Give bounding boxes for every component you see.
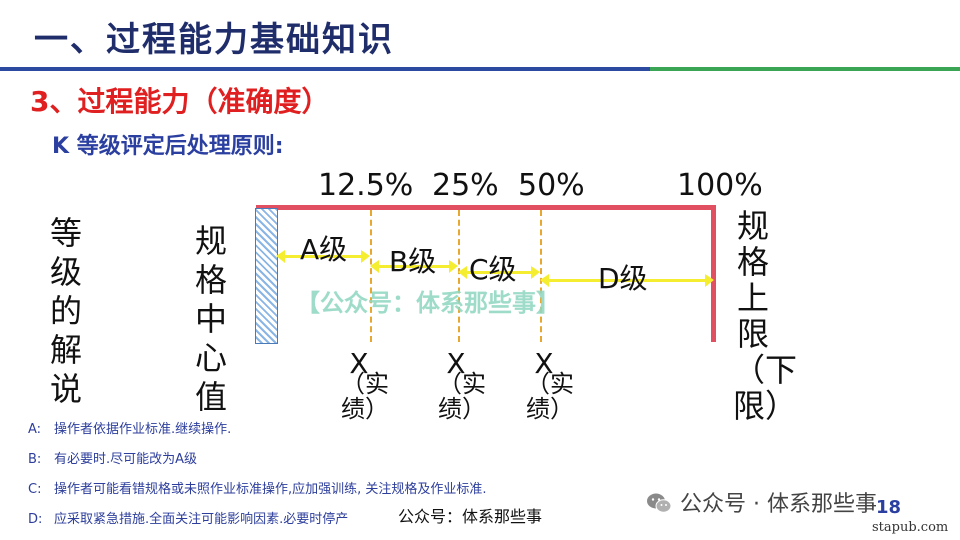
wechat-icon [646, 492, 672, 514]
x-label-3: X [534, 347, 554, 380]
x-sub-label-2: （实绩） [438, 370, 486, 423]
grade-b-arrow [370, 260, 458, 273]
wechat-account-label: 公众号 · 体系那些事 [680, 492, 877, 517]
percent-label-12-5: 12.5% [318, 168, 414, 203]
subtitle: K 等级评定后处理原则: [52, 134, 284, 159]
note-d-key: D: [28, 512, 43, 527]
grade-explanation-label: 等级的解说 [49, 214, 82, 408]
percent-label-50: 50% [518, 168, 585, 203]
grade-b-label: B级 [389, 245, 437, 278]
page-number: 18 [876, 497, 902, 518]
note-c-key: C: [28, 482, 42, 497]
footer-watermark: 公众号：体系那些事 [398, 507, 543, 526]
site-watermark: stapub.com [872, 520, 949, 535]
percent-label-100: 100% [677, 168, 763, 203]
x-sub-label-1: （实绩） [341, 370, 389, 423]
note-c-text: 操作者可能看错规格或未照作业标准操作,应加强训练, 关注规格及作业标准. [54, 482, 487, 497]
title-underline-green [650, 67, 960, 71]
note-d-text: 应采取紧急措施.全面关注可能影响因素.必要时停产 [54, 512, 349, 527]
diagram-watermark: 【公众号：体系那些事】 [296, 289, 560, 317]
wechat-account: 公众号 · 体系那些事 [646, 486, 877, 518]
note-a-key: A: [28, 422, 42, 437]
note-b: B: 有必要时.尽可能改为A级 [28, 448, 197, 467]
grade-a-arrow [276, 250, 370, 263]
percent-label-25: 25% [432, 168, 499, 203]
x-sub-label-3: （实绩） [526, 370, 574, 423]
note-b-text: 有必要时.尽可能改为A级 [54, 452, 198, 467]
note-b-key: B: [28, 452, 42, 467]
grade-c-arrow [458, 266, 540, 279]
grade-a-label: A级 [300, 233, 348, 266]
divider-12-5 [370, 210, 372, 342]
page-title: 一、过程能力基础知识 [34, 20, 394, 60]
x-label-2: X [446, 347, 466, 380]
upper-boundary-line [256, 205, 716, 210]
note-c: C: 操作者可能看错规格或未照作业标准操作,应加强训练, 关注规格及作业标准. [28, 478, 487, 497]
note-a-text: 操作者依据作业标准.继续操作. [54, 422, 232, 437]
note-a: A: 操作者依据作业标准.继续操作. [28, 418, 231, 437]
grade-c-label: C级 [469, 253, 517, 286]
spec-center-label: 规格中心值 [194, 222, 227, 416]
grade-d-label: D级 [598, 262, 648, 295]
spec-center-block [255, 208, 278, 344]
grade-d-arrow [540, 274, 714, 287]
title-underline-blue [0, 67, 650, 71]
note-d: D: 应采取紧急措施.全面关注可能影响因素.必要时停产 [28, 508, 348, 527]
spec-limit-line [711, 205, 716, 342]
section-title: 3、过程能力（准确度） [30, 85, 330, 118]
spec-limit-label: 规格上限（下限） [733, 207, 798, 425]
x-label-1: X [349, 347, 369, 380]
